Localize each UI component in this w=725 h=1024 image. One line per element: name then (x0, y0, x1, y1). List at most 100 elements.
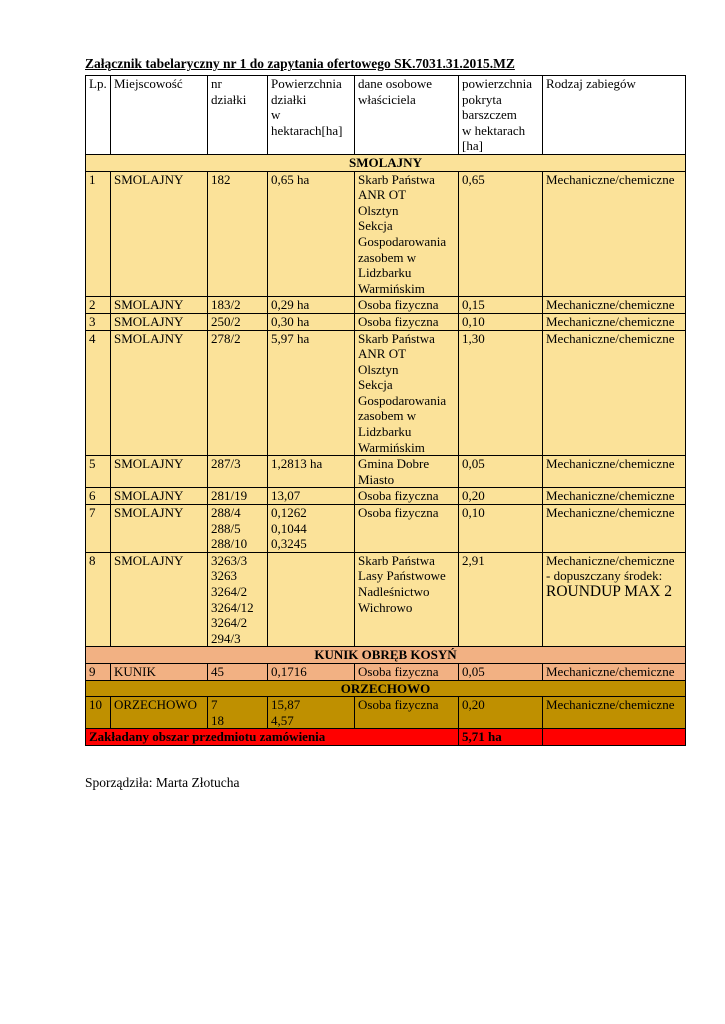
summary-row: Zakładany obszar przedmiotu zamówienia 5… (85, 728, 686, 746)
section-row-kunik-obreb-kosyn: KUNIK OBRĘB KOSYŃ (85, 646, 686, 664)
cell-wlasciciel: Osoba fizyczna (354, 504, 459, 553)
attachment-table: Lp. Miejscowość nr działki Powierzchnia … (85, 75, 686, 746)
cell-miejscowosc: SMOLAJNY (110, 170, 208, 298)
treatment-text: Mechaniczne/chemiczne - dopuszczany środ… (546, 552, 675, 584)
cell-nr-dzialki: 278/2 (207, 329, 268, 457)
cell-powierzchnia: 15,87 4,57 (267, 696, 355, 730)
cell-powierzchnia: 0,1262 0,1044 0,3245 (267, 504, 355, 553)
header-cell-lp: Lp. (85, 75, 111, 155)
section-row-orzechowo: ORZECHOWO (85, 679, 686, 698)
cell-lp: 3 (85, 312, 111, 331)
cell-powierzchnia-barszcz: 1,30 (458, 329, 543, 457)
header-cell-miejscowosc: Miejscowość (110, 75, 208, 155)
summary-label: Zakładany obszar przedmiotu zamówienia (85, 728, 459, 746)
cell-powierzchnia-barszcz: 0,20 (458, 696, 543, 730)
cell-miejscowosc: SMOLAJNY (110, 329, 208, 457)
cell-miejscowosc: ORZECHOWO (110, 696, 208, 730)
cell-miejscowosc: SMOLAJNY (110, 487, 208, 506)
header-cell-nr-dzialki: nr działki (207, 75, 268, 155)
section-label: SMOLAJNY (85, 153, 686, 172)
cell-powierzchnia-barszcz: 0,20 (458, 487, 543, 506)
cell-nr-dzialki: 182 (207, 170, 268, 298)
cell-rodzaj-zabiegow: Mechaniczne/chemiczne (542, 696, 686, 730)
cell-lp: 7 (85, 504, 111, 553)
cell-powierzchnia: 0,65 ha (267, 170, 355, 298)
cell-miejscowosc: SMOLAJNY (110, 455, 208, 489)
cell-miejscowosc: SMOLAJNY (110, 296, 208, 314)
cell-rodzaj-zabiegow: Mechaniczne/chemiczne - dopuszczany środ… (542, 551, 686, 648)
header-cell-powierzchnia: Powierzchnia działki w hektarach[ha] (267, 75, 355, 155)
header-cell-rodzaj-zabiegow: Rodzaj zabiegów (542, 75, 686, 155)
cell-miejscowosc: SMOLAJNY (110, 551, 208, 648)
cell-wlasciciel: Osoba fizyczna (354, 312, 459, 331)
table-row: 8 SMOLAJNY 3263/3 3263 3264/2 3264/12 32… (85, 551, 686, 648)
document-content: Załącznik tabelaryczny nr 1 do zapytania… (85, 55, 686, 791)
header-cell-dane-osobowe: dane osobowe właściciela (354, 75, 459, 155)
cell-powierzchnia: 1,2813 ha (267, 455, 355, 489)
cell-lp: 9 (85, 662, 111, 681)
cell-lp: 1 (85, 170, 111, 298)
section-label: ORZECHOWO (85, 679, 686, 698)
cell-lp: 8 (85, 551, 111, 648)
cell-powierzchnia-barszcz: 0,05 (458, 662, 543, 681)
cell-lp: 4 (85, 329, 111, 457)
cell-rodzaj-zabiegow: Mechaniczne/chemiczne (542, 504, 686, 553)
table-row: 5 SMOLAJNY 287/3 1,2813 ha Gmina Dobre M… (85, 455, 686, 489)
cell-wlasciciel: Skarb Państwa Lasy Państwowe Nadleśnictw… (354, 551, 459, 648)
table-row: 7 SMOLAJNY 288/4 288/5 288/10 0,1262 0,1… (85, 504, 686, 553)
cell-powierzchnia: 5,97 ha (267, 329, 355, 457)
cell-lp: 10 (85, 696, 111, 730)
cell-wlasciciel: Osoba fizyczna (354, 662, 459, 681)
cell-lp: 6 (85, 487, 111, 506)
cell-powierzchnia: 0,1716 (267, 662, 355, 681)
cell-rodzaj-zabiegow: Mechaniczne/chemiczne (542, 329, 686, 457)
table-header-row: Lp. Miejscowość nr działki Powierzchnia … (85, 75, 686, 155)
cell-powierzchnia-barszcz: 0,15 (458, 296, 543, 314)
cell-rodzaj-zabiegow: Mechaniczne/chemiczne (542, 662, 686, 681)
cell-wlasciciel: Osoba fizyczna (354, 487, 459, 506)
cell-nr-dzialki: 250/2 (207, 312, 268, 331)
cell-wlasciciel: Skarb Państwa ANR OT Olsztyn Sekcja Gosp… (354, 170, 459, 298)
section-row-smolajny: SMOLAJNY (85, 153, 686, 172)
cell-lp: 2 (85, 296, 111, 314)
cell-miejscowosc: SMOLAJNY (110, 504, 208, 553)
cell-miejscowosc: SMOLAJNY (110, 312, 208, 331)
cell-rodzaj-zabiegow: Mechaniczne/chemiczne (542, 312, 686, 331)
cell-wlasciciel: Osoba fizyczna (354, 296, 459, 314)
header-cell-powierzchnia-barszcz: powierzchnia pokryta barszczem w hektara… (458, 75, 543, 155)
cell-rodzaj-zabiegow: Mechaniczne/chemiczne (542, 296, 686, 314)
document-title: Załącznik tabelaryczny nr 1 do zapytania… (85, 56, 515, 71)
product-name: ROUNDUP MAX 2 (546, 583, 673, 600)
summary-value: 5,71 ha (458, 728, 543, 746)
cell-rodzaj-zabiegow: Mechaniczne/chemiczne (542, 487, 686, 506)
cell-wlasciciel: Skarb Państwa ANR OT Olsztyn Sekcja Gosp… (354, 329, 459, 457)
summary-empty-cell (542, 728, 686, 746)
cell-powierzchnia: 0,30 ha (267, 312, 355, 331)
cell-wlasciciel: Gmina Dobre Miasto (354, 455, 459, 489)
table-row: 3 SMOLAJNY 250/2 0,30 ha Osoba fizyczna … (85, 312, 686, 331)
cell-rodzaj-zabiegow: Mechaniczne/chemiczne (542, 455, 686, 489)
cell-miejscowosc: KUNIK (110, 662, 208, 681)
table-row: 6 SMOLAJNY 281/19 13,07 Osoba fizyczna 0… (85, 487, 686, 506)
cell-nr-dzialki: 7 18 (207, 696, 268, 730)
cell-nr-dzialki: 288/4 288/5 288/10 (207, 504, 268, 553)
cell-nr-dzialki: 3263/3 3263 3264/2 3264/12 3264/2 294/3 (207, 551, 268, 648)
table-row: 4 SMOLAJNY 278/2 5,97 ha Skarb Państwa A… (85, 329, 686, 457)
table-row: 1 SMOLAJNY 182 0,65 ha Skarb Państwa ANR… (85, 170, 686, 298)
cell-powierzchnia (267, 551, 355, 648)
cell-rodzaj-zabiegow: Mechaniczne/chemiczne (542, 170, 686, 298)
cell-nr-dzialki: 281/19 (207, 487, 268, 506)
cell-powierzchnia-barszcz: 0,10 (458, 312, 543, 331)
cell-wlasciciel: Osoba fizyczna (354, 696, 459, 730)
cell-nr-dzialki: 45 (207, 662, 268, 681)
prepared-by-note: Sporządziła: Marta Złotucha (85, 774, 240, 790)
cell-powierzchnia-barszcz: 0,05 (458, 455, 543, 489)
cell-nr-dzialki: 287/3 (207, 455, 268, 489)
table-row: 10 ORZECHOWO 7 18 15,87 4,57 Osoba fizyc… (85, 696, 686, 730)
section-label: KUNIK OBRĘB KOSYŃ (85, 646, 686, 664)
cell-powierzchnia-barszcz: 2,91 (458, 551, 543, 648)
cell-powierzchnia-barszcz: 0,65 (458, 170, 543, 298)
cell-nr-dzialki: 183/2 (207, 296, 268, 314)
table-row: 9 KUNIK 45 0,1716 Osoba fizyczna 0,05 Me… (85, 662, 686, 681)
